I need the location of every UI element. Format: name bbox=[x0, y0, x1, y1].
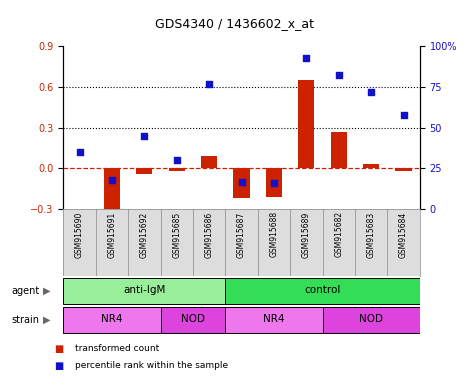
Bar bbox=[104, 169, 120, 214]
Text: NR4: NR4 bbox=[101, 314, 123, 324]
Bar bbox=[201, 156, 217, 169]
Text: GSM915691: GSM915691 bbox=[107, 211, 116, 258]
Bar bbox=[136, 169, 152, 174]
Bar bbox=[63, 307, 160, 333]
Text: GDS4340 / 1436602_x_at: GDS4340 / 1436602_x_at bbox=[155, 17, 314, 30]
Text: control: control bbox=[304, 285, 341, 295]
Bar bbox=[63, 278, 225, 304]
Bar bbox=[225, 278, 420, 304]
Point bbox=[335, 73, 342, 79]
Bar bbox=[266, 169, 282, 197]
Point bbox=[173, 157, 181, 164]
Bar bbox=[323, 307, 420, 333]
Bar bbox=[160, 307, 225, 333]
Text: strain: strain bbox=[12, 314, 40, 325]
Bar bbox=[234, 169, 250, 199]
Bar bbox=[225, 307, 323, 333]
Text: ▶: ▶ bbox=[43, 286, 51, 296]
Point bbox=[141, 133, 148, 139]
Text: NOD: NOD bbox=[359, 314, 383, 324]
Point bbox=[205, 81, 213, 87]
Text: transformed count: transformed count bbox=[75, 344, 159, 353]
Point bbox=[400, 112, 407, 118]
Point bbox=[303, 55, 310, 61]
Text: GSM915689: GSM915689 bbox=[302, 211, 311, 258]
Text: agent: agent bbox=[12, 286, 40, 296]
Point bbox=[367, 89, 375, 95]
Text: GSM915692: GSM915692 bbox=[140, 211, 149, 258]
Text: GSM915684: GSM915684 bbox=[399, 211, 408, 258]
Text: anti-IgM: anti-IgM bbox=[123, 285, 166, 295]
Point bbox=[108, 177, 116, 183]
Text: ▶: ▶ bbox=[43, 314, 51, 325]
Bar bbox=[331, 132, 347, 169]
Text: GSM915682: GSM915682 bbox=[334, 211, 343, 257]
Text: NOD: NOD bbox=[181, 314, 205, 324]
Text: percentile rank within the sample: percentile rank within the sample bbox=[75, 361, 228, 370]
Point bbox=[238, 179, 245, 185]
Text: GSM915690: GSM915690 bbox=[75, 211, 84, 258]
Bar bbox=[363, 164, 379, 169]
Text: ■: ■ bbox=[54, 361, 63, 371]
Text: ■: ■ bbox=[54, 344, 63, 354]
Text: NR4: NR4 bbox=[263, 314, 285, 324]
Point bbox=[76, 149, 83, 155]
Bar bbox=[169, 169, 185, 171]
Text: GSM915687: GSM915687 bbox=[237, 211, 246, 258]
Bar bbox=[395, 169, 412, 171]
Text: GSM915686: GSM915686 bbox=[204, 211, 214, 258]
Text: GSM915688: GSM915688 bbox=[269, 211, 279, 257]
Text: GSM915685: GSM915685 bbox=[172, 211, 181, 258]
Text: GSM915683: GSM915683 bbox=[367, 211, 376, 258]
Point bbox=[270, 180, 278, 186]
Bar bbox=[298, 80, 314, 169]
